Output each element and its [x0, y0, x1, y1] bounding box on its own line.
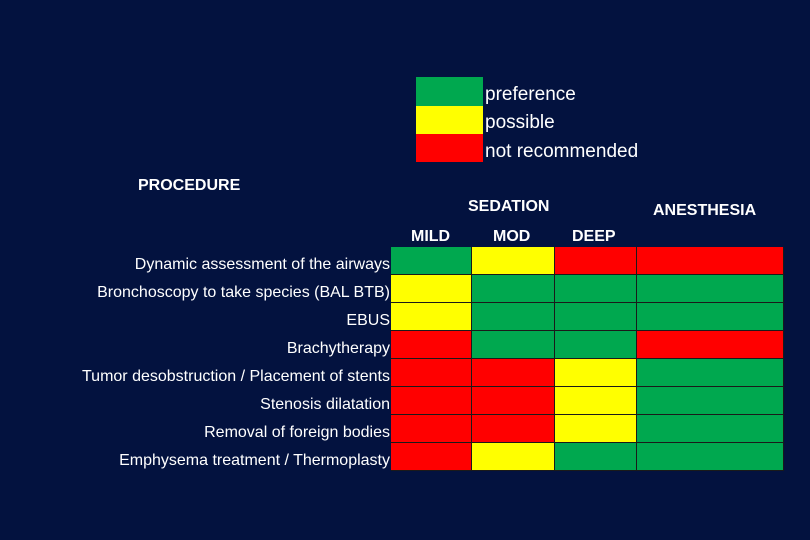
column-header-mod: MOD: [493, 228, 531, 245]
grid-cell-anesthesia: [637, 415, 784, 443]
grid-cell-deep: [555, 387, 637, 415]
procedure-header: PROCEDURE: [138, 177, 241, 194]
row-label: EBUS: [346, 312, 390, 329]
sedation-header: SEDATION: [468, 198, 550, 215]
grid-cell-deep: [555, 443, 637, 471]
grid-cell-deep: [555, 331, 637, 359]
grid-cell-mild: [391, 303, 472, 331]
grid-cell-mod: [472, 331, 555, 359]
column-header-mild: MILD: [411, 228, 451, 245]
grid-cell-mild: [391, 387, 472, 415]
grid-cell-deep: [555, 247, 637, 275]
grid-cell-anesthesia: [637, 443, 784, 471]
grid-cell-anesthesia: [637, 247, 784, 275]
column-header-deep: DEEP: [572, 228, 616, 245]
grid-cell-mild: [391, 247, 472, 275]
row-label: Brachytherapy: [286, 340, 390, 357]
grid-cell-mod: [472, 359, 555, 387]
legend-swatch-not-recommended: [416, 134, 483, 162]
row-label: Bronchoscopy to take species (BAL BTB): [97, 284, 390, 301]
legend-label-not-recommended: not recommended: [485, 141, 639, 162]
legend-swatch-preference: [416, 77, 483, 106]
grid-cell-mild: [391, 331, 472, 359]
grid-cell-mild: [391, 415, 472, 443]
row-label: Stenosis dilatation: [260, 396, 390, 413]
grid-cell-deep: [555, 415, 637, 443]
grid-cell-mod: [472, 415, 555, 443]
legend-label-possible: possible: [485, 112, 555, 133]
row-label: Dynamic assessment of the airways: [134, 256, 390, 273]
row-label: Tumor desobstruction / Placement of sten…: [82, 368, 390, 385]
grid-cell-mild: [391, 359, 472, 387]
grid-cell-mod: [472, 275, 555, 303]
grid-cell-anesthesia: [637, 387, 784, 415]
grid-cell-mod: [472, 387, 555, 415]
grid-cell-deep: [555, 359, 637, 387]
grid-cell-anesthesia: [637, 275, 784, 303]
legend-label-preference: preference: [485, 84, 576, 105]
row-label: Removal of foreign bodies: [204, 424, 390, 441]
grid-cell-anesthesia: [637, 303, 784, 331]
grid-cell-anesthesia: [637, 359, 784, 387]
row-label: Emphysema treatment / Thermoplasty: [119, 452, 390, 469]
grid-cell-deep: [555, 275, 637, 303]
grid-cell-anesthesia: [637, 331, 784, 359]
anesthesia-header: ANESTHESIA: [653, 202, 757, 219]
grid-cell-mod: [472, 303, 555, 331]
legend-swatch-possible: [416, 106, 483, 135]
grid-cell-mod: [472, 443, 555, 471]
grid-cell-mild: [391, 275, 472, 303]
grid-cell-deep: [555, 303, 637, 331]
grid-cell-mild: [391, 443, 472, 471]
grid-cell-mod: [472, 247, 555, 275]
